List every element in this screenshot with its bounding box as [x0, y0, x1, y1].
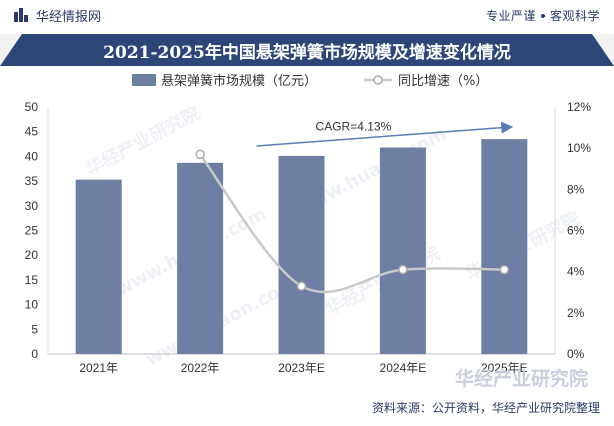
- separator-dot-icon: [540, 13, 545, 18]
- y-left-tick-label: 5: [31, 322, 38, 336]
- legend-line-marker: [373, 75, 383, 85]
- y-right-tick-label: 2%: [567, 306, 585, 320]
- y-left-tick-label: 20: [25, 248, 39, 262]
- y-left-tick-label: 0: [31, 347, 38, 361]
- y-right-tick-label: 8%: [567, 182, 585, 196]
- y-right-tick-label: 0%: [567, 347, 585, 361]
- bar: [75, 179, 122, 354]
- x-tick-label: 2021年: [79, 361, 118, 375]
- y-left-tick-label: 15: [25, 273, 39, 287]
- y-right-tick-label: 6%: [567, 224, 585, 238]
- growth-line: [199, 153, 505, 294]
- brand-logo-icon: [14, 8, 28, 22]
- chart-title-band: 2021-2025年中国悬架弹簧市场规模及增速变化情况: [0, 34, 614, 66]
- cagr-annotation: CAGR=4.13%: [316, 120, 392, 134]
- bar: [278, 155, 325, 354]
- growth-point: [398, 264, 408, 275]
- chart-title: 2021-2025年中国悬架弹簧市场规模及增速变化情况: [103, 42, 511, 63]
- y-right-tick-label: 12%: [567, 100, 591, 114]
- legend-line-label: 同比增速（%）: [398, 74, 488, 89]
- x-tick-label: 2025年E: [481, 361, 528, 375]
- x-tick-label: 2024年E: [380, 361, 427, 375]
- growth-point: [499, 264, 510, 275]
- x-tick-label: 2022年: [181, 361, 220, 375]
- y-left-tick-label: 25: [25, 224, 39, 238]
- motto-right: 客观科学: [549, 8, 600, 23]
- bar: [481, 139, 528, 354]
- y-left-tick-label: 30: [25, 199, 39, 213]
- brand-name: 华经情报网: [36, 8, 102, 24]
- y-left-tick-label: 35: [25, 174, 39, 188]
- y-right-tick-label: 4%: [567, 265, 585, 279]
- cagr-arrow: [256, 121, 514, 147]
- bar: [379, 147, 426, 354]
- watermark-brand: 华经产业研究院: [455, 367, 588, 390]
- growth-point: [296, 281, 307, 291]
- y-left-tick-label: 40: [25, 149, 39, 163]
- y-right-tick-label: 10%: [567, 141, 591, 155]
- motto-left: 专业严谨: [485, 8, 536, 23]
- legend-bar-label: 悬架弹簧市场规模（亿元）: [161, 73, 317, 89]
- legend-bar-swatch: [132, 74, 156, 86]
- motto: 专业严谨 客观科学: [486, 7, 600, 24]
- source-note: 资料来源：公开资料，华经产业研究院整理: [371, 401, 600, 415]
- y-left-tick-label: 50: [25, 100, 39, 114]
- x-tick-label: 2023年E: [278, 361, 325, 375]
- y-left-tick-label: 10: [25, 298, 39, 312]
- growth-point: [195, 149, 205, 160]
- brand: 华经情报网: [14, 6, 101, 25]
- top-bar: 华经情报网 专业严谨 客观科学: [0, 0, 614, 30]
- y-left-tick-label: 45: [25, 125, 39, 139]
- bar: [177, 162, 224, 354]
- chart: 华经产业研究院www.huaon.com华经产业研究院www.huaon.com…: [25, 73, 592, 390]
